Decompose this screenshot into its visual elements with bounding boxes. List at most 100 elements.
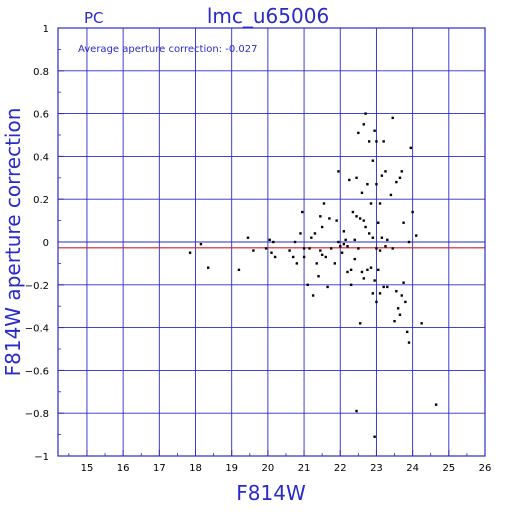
y-tick-label: 0.2 — [33, 195, 49, 206]
data-point — [389, 193, 393, 197]
data-point — [391, 247, 394, 250]
y-tick-label: 0.6 — [33, 110, 49, 121]
x-tick-label: 23 — [370, 463, 383, 474]
data-point — [404, 300, 407, 304]
data-point — [398, 313, 402, 316]
data-point — [293, 240, 297, 244]
y-tick-label: 0.4 — [33, 152, 49, 163]
y-tick-label: 0 — [43, 238, 49, 249]
data-point — [320, 253, 324, 257]
data-point — [398, 176, 402, 179]
data-point — [355, 176, 358, 179]
data-point — [373, 435, 376, 438]
x-tick-label: 24 — [406, 463, 419, 474]
data-point — [377, 268, 380, 272]
data-point — [302, 247, 306, 250]
y-tick-label: 0.8 — [33, 67, 49, 78]
data-point — [368, 232, 371, 235]
data-point — [415, 234, 418, 237]
x-axis-label: F814W — [236, 481, 306, 505]
data-point — [237, 268, 241, 272]
data-point — [375, 247, 378, 250]
y-tick-labels: −1 −0.8 −0.6 −0.4 −0.2 0 0.2 0.4 0.6 0.8 1 — [25, 24, 49, 463]
x-tick-label: 20 — [262, 463, 275, 474]
data-point — [386, 285, 389, 289]
data-point — [362, 123, 365, 126]
data-point — [409, 146, 413, 150]
y-axis-label: F814W aperture correction — [1, 108, 25, 377]
data-point — [378, 292, 382, 295]
data-point — [386, 238, 389, 242]
data-point — [313, 232, 317, 235]
data-point — [295, 262, 299, 265]
data-point — [400, 294, 403, 297]
data-point — [342, 242, 346, 246]
data-point — [308, 247, 311, 250]
data-point — [362, 277, 365, 280]
data-point — [319, 249, 322, 252]
data-point — [337, 170, 340, 173]
data-point — [378, 249, 382, 252]
data-point — [310, 236, 313, 239]
data-point — [344, 238, 347, 242]
reference-lines — [58, 241, 485, 249]
data-point — [434, 403, 438, 406]
data-point — [362, 219, 365, 222]
data-point — [407, 341, 411, 344]
data-point — [301, 210, 304, 214]
data-point — [380, 236, 384, 239]
data-point — [358, 217, 362, 220]
data-point — [360, 270, 364, 274]
data-point — [405, 330, 409, 334]
data-point — [371, 292, 375, 295]
data-point — [349, 268, 353, 272]
data-point — [384, 170, 387, 173]
x-tick-label: 25 — [442, 463, 455, 474]
data-point — [302, 255, 306, 259]
x-tick-label: 21 — [298, 463, 311, 474]
x-tick-label: 26 — [479, 463, 492, 474]
data-point — [306, 283, 309, 286]
data-point — [400, 170, 403, 173]
data-point — [353, 257, 356, 261]
y-tick-label: −0.2 — [25, 281, 49, 292]
data-point — [420, 322, 423, 325]
data-point — [288, 249, 291, 252]
data-point — [335, 219, 338, 222]
data-point — [273, 255, 277, 259]
data-point — [315, 262, 318, 265]
data-point — [375, 140, 378, 143]
data-point — [292, 255, 295, 259]
data-points — [188, 112, 438, 438]
data-point — [357, 131, 360, 135]
data-point — [299, 232, 302, 235]
data-point — [360, 191, 364, 194]
data-point — [326, 285, 329, 289]
data-point — [199, 242, 203, 246]
x-tick-label: 19 — [225, 463, 238, 474]
data-point — [319, 215, 322, 218]
data-point — [355, 409, 358, 413]
data-point — [357, 247, 360, 250]
x-tick-label: 17 — [153, 463, 166, 474]
data-point — [364, 225, 367, 229]
data-point — [188, 251, 192, 254]
data-point — [348, 178, 351, 182]
data-point — [380, 174, 384, 177]
y-tick-label: 1 — [43, 24, 49, 35]
data-point — [342, 230, 346, 233]
data-point — [369, 266, 373, 269]
data-point — [368, 140, 371, 143]
x-tick-label: 15 — [81, 463, 94, 474]
data-point — [337, 240, 340, 244]
data-point — [407, 240, 411, 244]
data-point — [311, 294, 315, 297]
data-point — [369, 202, 373, 205]
data-point — [402, 281, 405, 284]
data-point — [395, 180, 398, 184]
data-point — [333, 262, 337, 265]
data-point — [396, 307, 400, 310]
data-point — [373, 279, 376, 282]
data-point — [322, 202, 326, 205]
